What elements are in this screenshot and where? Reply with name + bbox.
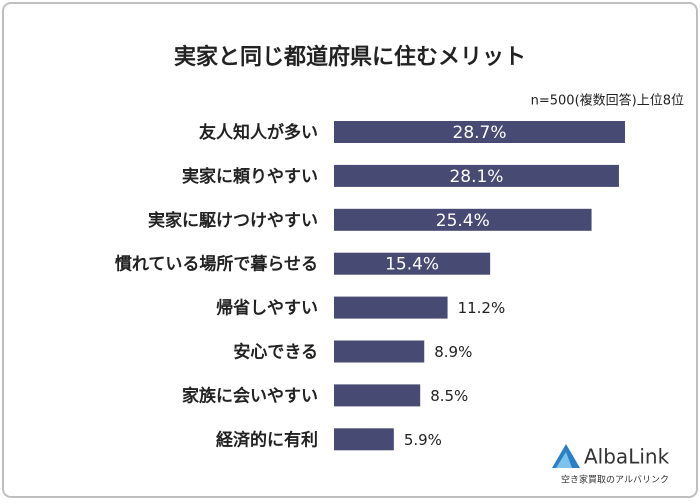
bar — [334, 252, 491, 275]
category-label: 慣れている場所で暮らせる — [115, 254, 318, 275]
bar — [334, 340, 425, 363]
value-label: 8.5% — [430, 387, 468, 405]
chart-title: 実家と同じ都道府県に住むメリット — [174, 44, 526, 70]
category-label: 友人知人が多い — [199, 122, 318, 143]
bar — [334, 208, 592, 231]
value-label: 11.2% — [458, 299, 506, 317]
category-label: 実家に駆けつけやすい — [148, 210, 318, 231]
logo-tagline: 空き家買取のアルバリンク — [561, 474, 669, 486]
value-label: 25.4% — [436, 211, 490, 231]
frame — [2, 2, 698, 498]
logo-icon-inner — [556, 452, 572, 468]
category-label: 安心できる — [233, 342, 318, 363]
value-label: 8.9% — [434, 343, 472, 361]
category-label: 帰省しやすい — [216, 298, 318, 319]
bar — [334, 121, 626, 143]
bar — [334, 428, 394, 451]
value-label: 15.4% — [385, 255, 439, 275]
bar — [334, 164, 619, 187]
value-label: 5.9% — [404, 431, 442, 449]
category-label: 実家に頼りやすい — [182, 166, 318, 187]
value-label: 28.1% — [449, 167, 503, 187]
subtitle: n=500(複数回答)上位8位 — [531, 93, 684, 109]
logo: AlbaLink 空き家買取のアルバリンク — [552, 444, 670, 486]
bar — [334, 384, 421, 407]
value-label: 28.7% — [453, 123, 507, 143]
bar — [334, 296, 448, 319]
category-label: 経済的に有利 — [216, 429, 318, 450]
category-label: 家族に会いやすい — [182, 385, 318, 406]
logo-name: AlbaLink — [584, 445, 670, 469]
